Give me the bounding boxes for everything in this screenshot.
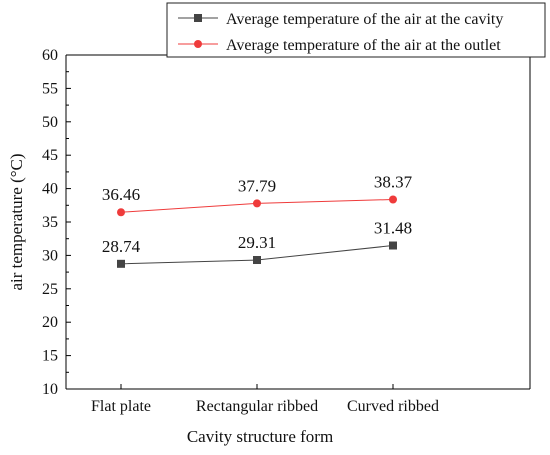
x-tick-label: Flat plate — [91, 398, 151, 415]
legend-label-outlet: Average temperature of the air at the ou… — [226, 37, 501, 54]
data-label: 29.31 — [238, 233, 276, 252]
y-tick-label: 15 — [42, 348, 58, 365]
legend-marker-cavity — [194, 14, 202, 22]
y-tick-label: 10 — [42, 381, 58, 398]
data-point — [389, 195, 397, 204]
data-point — [117, 208, 125, 217]
data-point — [253, 199, 261, 208]
data-label: 38.37 — [374, 172, 413, 191]
y-tick-label: 45 — [42, 147, 58, 164]
data-point — [117, 259, 125, 268]
data-point — [253, 256, 261, 265]
x-ticks: Flat plate Rectangular ribbed Curved ribbe… — [91, 384, 439, 415]
data-point — [389, 241, 397, 250]
series-layer: 28.74 29.31 31.48 36.46 37.79 38.37 — [102, 172, 413, 268]
y-axis-title: air temperature (°C) — [7, 153, 26, 290]
y-ticks: 10 15 20 25 30 35 40 45 50 55 60 — [42, 47, 71, 398]
legend-marker-outlet — [194, 40, 202, 48]
x-tick-label: Rectangular ribbed — [196, 398, 318, 415]
x-axis-title: Cavity structure form — [187, 427, 333, 446]
x-tick-label: Curved ribbed — [347, 398, 439, 415]
y-tick-label: 35 — [42, 214, 58, 231]
y-tick-label: 55 — [42, 80, 58, 97]
legend-label-cavity: Average temperature of the air at the ca… — [226, 11, 503, 28]
data-label: 37.79 — [238, 176, 276, 195]
y-tick-label: 20 — [42, 314, 58, 331]
y-tick-label: 60 — [42, 47, 58, 64]
axes — [65, 54, 531, 390]
y-tick-label: 25 — [42, 281, 58, 298]
series-outlet: 36.46 37.79 38.37 — [102, 172, 413, 217]
series-cavity: 28.74 29.31 31.48 — [102, 219, 412, 268]
legend-box — [166, 2, 546, 58]
y-tick-label: 30 — [42, 247, 58, 264]
legend: Average temperature of the air at the ca… — [166, 2, 546, 58]
data-label: 31.48 — [374, 219, 412, 238]
data-label: 36.46 — [102, 185, 140, 204]
y-tick-label: 40 — [42, 181, 58, 198]
data-label: 28.74 — [102, 237, 141, 256]
y-tick-label: 50 — [42, 114, 58, 131]
